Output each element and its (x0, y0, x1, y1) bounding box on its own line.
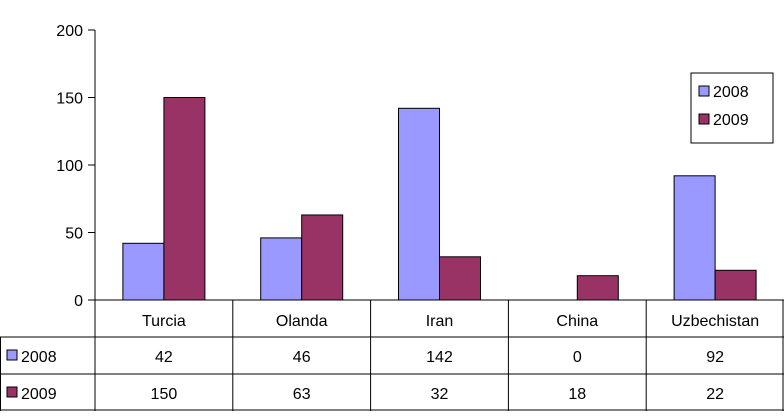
bar-2008-olanda (260, 237, 303, 301)
x-category-label: Olanda (276, 313, 328, 330)
y-tick-label: 200 (56, 23, 83, 40)
table-value: 32 (431, 386, 449, 403)
table-value: 0 (573, 349, 582, 366)
bar-2008-iran (398, 107, 440, 301)
legend-label: 2009 (713, 112, 749, 129)
table-value: 150 (151, 386, 178, 403)
bar-2009-turcia (163, 97, 206, 301)
y-tick-label: 50 (65, 226, 83, 243)
table-value: 46 (293, 349, 311, 366)
table-value: 42 (155, 349, 173, 366)
table-value: 142 (426, 349, 453, 366)
table-value: 92 (706, 349, 724, 366)
bars (122, 97, 757, 301)
x-category-label: Uzbechistan (671, 313, 759, 330)
data-table: Turcia Olanda Iran China Uzbechistan 2008 42 46… (0, 299, 784, 411)
legend-label: 2008 (713, 84, 749, 101)
bar-2009-olanda (301, 214, 344, 301)
legend-swatch (698, 113, 710, 125)
legend: 2008 2009 (690, 72, 774, 144)
x-category-label: China (556, 313, 598, 330)
table-series-name: 2009 (21, 386, 57, 403)
y-tick-label: 100 (56, 158, 83, 175)
x-category-label: Iran (426, 313, 454, 330)
y-tick-label: 150 (56, 91, 83, 108)
table-series-swatch (6, 386, 18, 398)
bar-2008-uzbechistan (673, 175, 716, 301)
table-series-swatch (6, 349, 18, 361)
y-axis: 0 50 100 150 200 (56, 23, 96, 310)
bar-2009-iran (439, 256, 481, 301)
y-tick-label: 0 (74, 293, 83, 310)
legend-box (690, 72, 774, 144)
bar-2009-uzbechistan (714, 269, 757, 301)
x-category-label: Turcia (142, 313, 186, 330)
table-value: 63 (293, 386, 311, 403)
bar-2008-turcia (122, 242, 165, 301)
bar-2009-china (576, 275, 619, 301)
legend-swatch (698, 85, 710, 97)
table-series-name: 2008 (21, 349, 57, 366)
table-value: 18 (568, 386, 586, 403)
table-value: 22 (706, 386, 724, 403)
